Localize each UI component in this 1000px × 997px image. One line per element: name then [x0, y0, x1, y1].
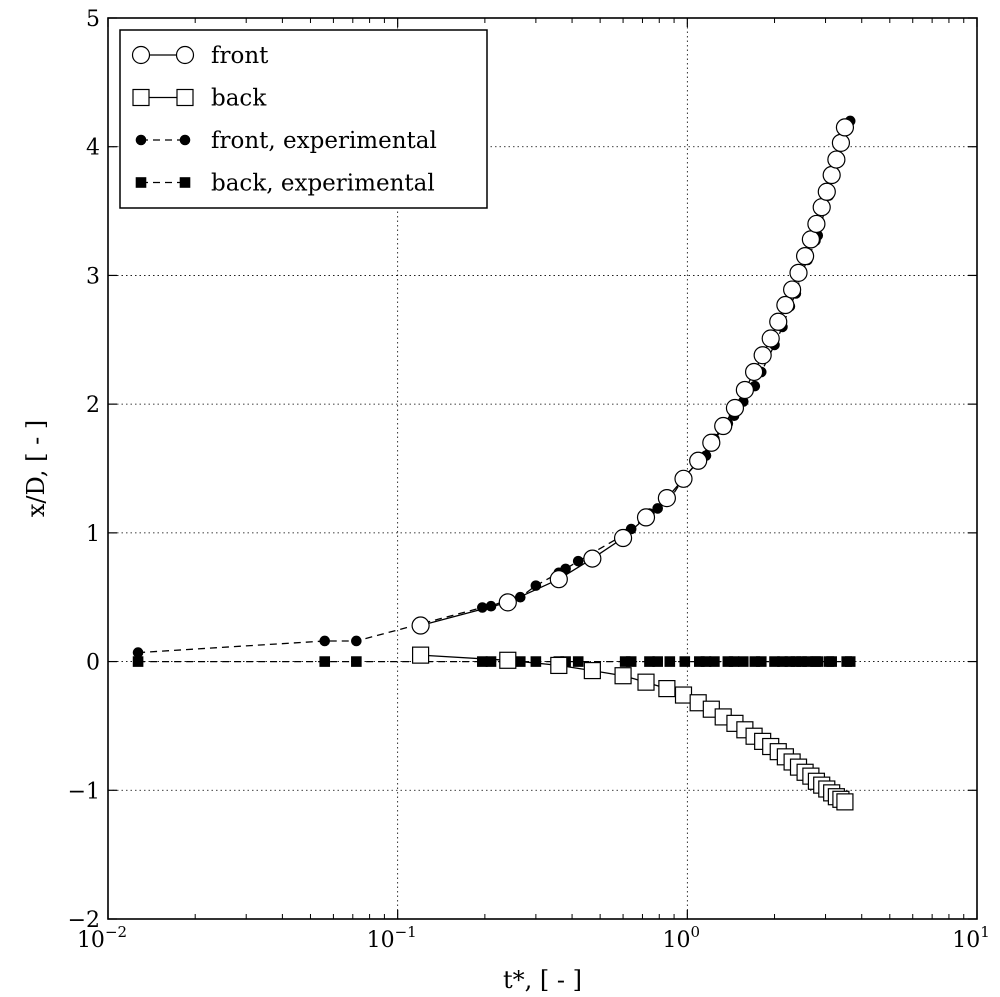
y-tick-label: −2 [68, 908, 100, 933]
data-point [817, 182, 836, 201]
data-point [744, 362, 764, 382]
data-point [132, 647, 144, 658]
data-point [728, 656, 740, 667]
data-point [801, 230, 820, 249]
legend-marker [176, 88, 194, 107]
data-point [351, 635, 362, 647]
legend-marker [135, 134, 147, 146]
y-tick-label: −1 [68, 779, 100, 804]
data-point [709, 656, 720, 667]
data-point [835, 118, 855, 137]
data-point [132, 656, 144, 667]
data-point [636, 508, 656, 527]
data-point [776, 295, 795, 315]
data-point [613, 528, 633, 548]
data-point [319, 635, 331, 647]
data-point [795, 247, 815, 266]
data-point [572, 656, 584, 667]
data-point [689, 451, 708, 470]
y-tick-label: 2 [86, 393, 100, 418]
y-axis-label: x/D, [ - ] [22, 420, 50, 517]
legend-label: back [211, 86, 267, 112]
data-point [664, 656, 676, 667]
data-point [583, 661, 601, 680]
data-point [652, 503, 663, 514]
data-point [831, 133, 851, 152]
data-point [761, 329, 780, 348]
data-point [583, 549, 602, 568]
legend-marker [175, 45, 195, 65]
data-point [735, 380, 754, 400]
data-point [674, 469, 693, 488]
data-point [812, 198, 831, 217]
data-point [658, 680, 676, 698]
data-point [411, 616, 430, 635]
data-point [549, 570, 568, 589]
legend-marker [179, 134, 191, 146]
data-point [737, 656, 749, 667]
data-point [827, 150, 846, 169]
data-point [783, 280, 802, 299]
data-point [572, 555, 584, 567]
legend-label: front, experimental [211, 128, 437, 154]
data-point [351, 656, 362, 667]
data-point [637, 673, 655, 691]
data-point [812, 656, 824, 667]
data-point [498, 593, 517, 612]
data-point [412, 646, 430, 664]
series-back [412, 646, 854, 811]
plot-frame [107, 17, 978, 920]
data-point [725, 398, 745, 418]
y-tick-label: 3 [86, 264, 100, 289]
legend-marker [132, 88, 150, 107]
data-point [550, 656, 568, 675]
legend-marker [135, 177, 147, 188]
data-point [702, 433, 721, 452]
data-point [836, 793, 854, 811]
y-tick-label: 0 [86, 651, 100, 676]
data-point [753, 346, 772, 365]
data-point [755, 656, 767, 667]
data-point [789, 263, 808, 282]
data-point [652, 656, 663, 667]
legend-label: back, experimental [211, 171, 435, 197]
y-tick-label: 5 [86, 7, 100, 32]
data-point [625, 656, 637, 667]
data-point [657, 489, 676, 508]
data-point [499, 651, 517, 669]
data-point [826, 656, 837, 667]
legend-marker [131, 45, 151, 65]
series-layer [132, 115, 856, 811]
data-point [614, 667, 632, 685]
series-back-experimental [132, 656, 856, 667]
data-point [674, 686, 693, 704]
data-point [769, 312, 788, 331]
legend-marker [179, 177, 191, 188]
y-tick-label: 4 [86, 136, 100, 161]
data-point [477, 602, 488, 613]
data-point [714, 416, 733, 436]
data-point [807, 214, 826, 234]
x-tick-label: 10−1 [367, 923, 417, 953]
legend-label: front [211, 43, 269, 69]
data-point [844, 656, 856, 667]
y-tick-label: 1 [86, 522, 100, 547]
data-point [485, 656, 497, 667]
legend: front back front, experimental back, experi… [119, 29, 488, 209]
data-point [530, 656, 542, 667]
x-axis-label: t*, [ - ] [503, 966, 582, 994]
data-point [319, 656, 331, 667]
data-point [679, 656, 691, 667]
series-front [411, 118, 855, 635]
data-point [822, 165, 841, 185]
